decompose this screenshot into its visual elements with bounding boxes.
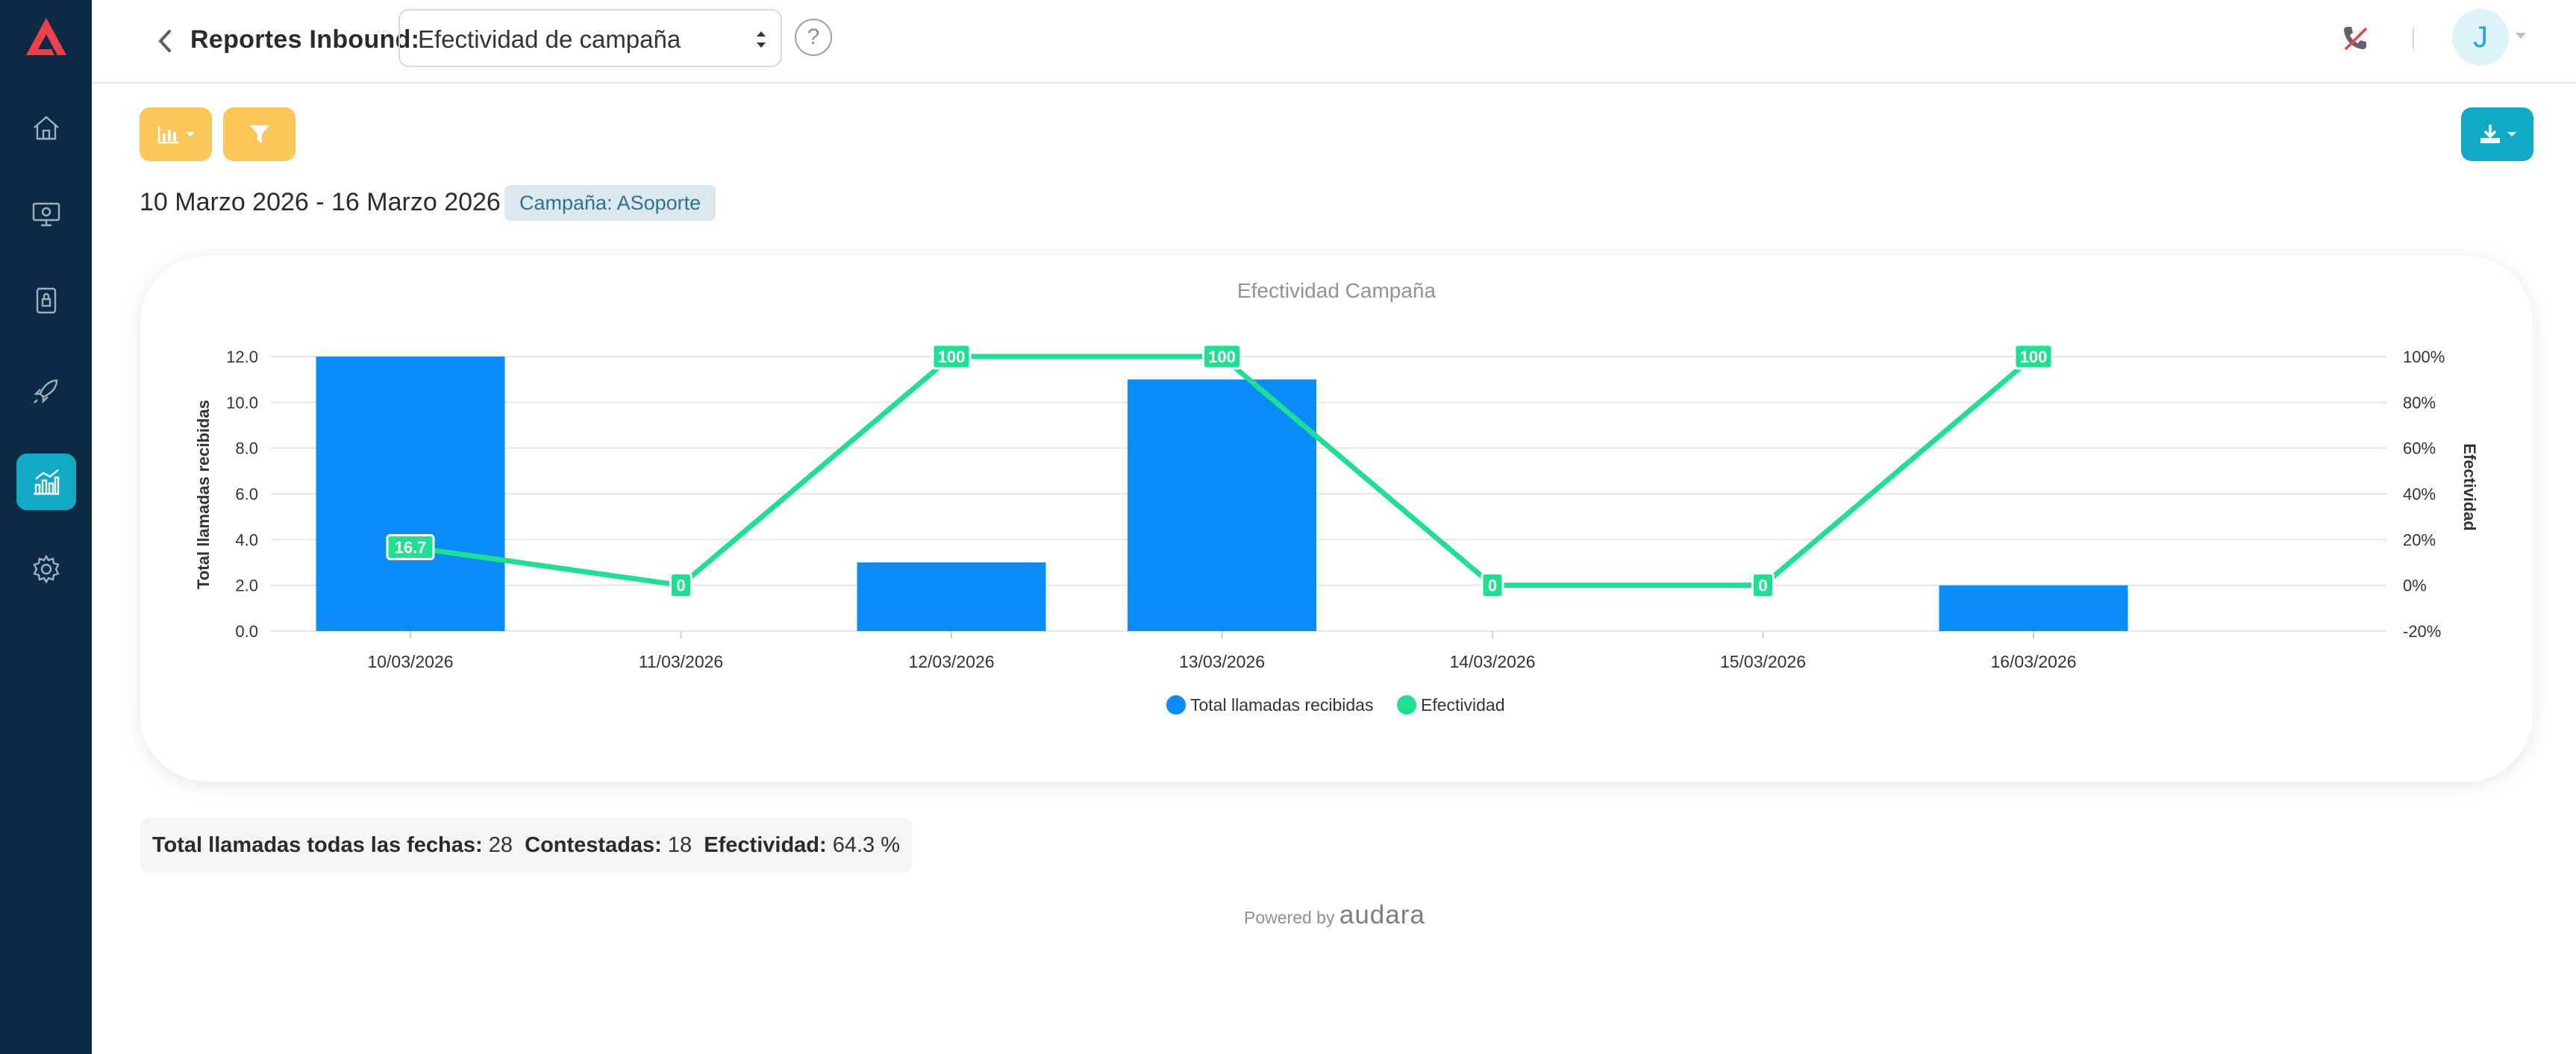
y-right-tick-label: 20% [2403, 530, 2436, 549]
chart-title: Efectividad Campaña [1237, 279, 1437, 302]
effectiveness-value: 64.3 % [832, 833, 901, 857]
bar [1939, 585, 2128, 631]
top-bar: Reportes Inbound: Efectividad de campaña… [92, 0, 2576, 84]
legend-marker [1166, 695, 1186, 715]
data-label-box [669, 572, 693, 599]
data-label: 100 [938, 348, 966, 366]
powered-by: Powered by audara [1244, 900, 1425, 930]
x-tick-label: 13/03/2026 [1179, 652, 1265, 671]
y-right-tick-label: 80% [2403, 393, 2436, 412]
avatar-chevron-down-icon[interactable] [2516, 33, 2526, 39]
monitor-icon [32, 202, 60, 227]
data-label: 100 [1208, 348, 1236, 366]
effectiveness-label: Efectividad: [704, 833, 827, 857]
sidebar-item-rocket[interactable] [16, 363, 76, 419]
y-tick-label: 12.0 [226, 348, 258, 366]
filter-button[interactable] [223, 107, 296, 161]
bar [1128, 379, 1316, 631]
bar [316, 357, 505, 631]
x-tick-label: 11/03/2026 [639, 652, 723, 671]
y-right-tick-label: 100% [2403, 348, 2445, 366]
campaign-badge: Campaña: ASoporte [504, 185, 716, 221]
legend-marker [1397, 695, 1416, 715]
y-tick-label: 2.0 [235, 577, 258, 595]
user-avatar[interactable]: J [2452, 9, 2509, 66]
data-label: 16.7 [395, 538, 427, 556]
answered-value: 18 [667, 833, 693, 857]
x-tick-label: 16/03/2026 [1990, 652, 2076, 671]
data-label: 100 [2020, 348, 2048, 366]
y-axis-label: Total llamadas recibidas [194, 400, 213, 589]
export-button[interactable] [2461, 107, 2533, 161]
y-right-tick-label: 0% [2403, 577, 2427, 595]
x-tick-label: 12/03/2026 [908, 652, 994, 671]
sidebar-item-home[interactable] [16, 99, 76, 156]
date-range: 10 Marzo 2026 - 16 Marzo 2026 [140, 188, 501, 216]
download-icon [2480, 125, 2500, 143]
help-button[interactable]: ? [795, 19, 832, 56]
bar-chart-icon [157, 126, 179, 144]
brand-logo-text: audara [1339, 900, 1425, 929]
select-caret-icon [757, 31, 766, 48]
total-calls-value: 28 [488, 833, 513, 857]
y-tick-label: 6.0 [235, 485, 258, 504]
chevron-down-icon [185, 132, 195, 137]
y-tick-label: 0.0 [235, 622, 258, 641]
sidebar-item-monitor[interactable] [16, 186, 76, 242]
bar [857, 562, 1046, 631]
topbar-divider [2413, 28, 2414, 49]
data-label-box [386, 533, 435, 560]
app-logo[interactable] [25, 16, 68, 58]
data-label: 0 [1758, 577, 1767, 595]
x-tick-label: 14/03/2026 [1449, 652, 1535, 671]
gear-icon [33, 554, 60, 584]
data-label-box [1481, 572, 1504, 599]
y-tick-label: 4.0 [235, 530, 258, 549]
y-tick-label: 10.0 [226, 393, 258, 412]
y-tick-label: 8.0 [235, 439, 258, 458]
data-label-box [1202, 343, 1242, 370]
phone-disabled-icon[interactable] [2339, 22, 2371, 54]
back-chevron-icon[interactable] [150, 22, 180, 60]
reports-chart-icon [34, 469, 60, 495]
sidebar-item-archive[interactable] [16, 272, 76, 329]
y-right-tick-label: 60% [2403, 439, 2436, 458]
effectiveness-chart: Efectividad Campaña 0.0 2.0 4.0 6.0 8.0 10.0 12… [194, 279, 2479, 715]
rocket-icon [34, 379, 58, 404]
report-select-value: Efectividad de campaña [418, 25, 681, 53]
x-tick-label: 15/03/2026 [1720, 652, 1806, 671]
y-right-tick-label: 40% [2403, 485, 2436, 504]
archive-icon [36, 287, 57, 314]
home-icon [34, 116, 59, 140]
powered-by-text: Powered by [1244, 908, 1335, 927]
data-label-box [1751, 572, 1775, 599]
answered-label: Contestadas: [525, 833, 662, 857]
legend-label: Efectividad [1421, 695, 1505, 715]
total-calls-label: Total llamadas todas las fechas: [152, 833, 483, 857]
chevron-down-icon [2507, 132, 2516, 137]
data-label-box [2013, 343, 2054, 370]
x-tick-label: 10/03/2026 [367, 652, 453, 671]
sidebar-item-settings[interactable] [16, 541, 76, 597]
report-select[interactable]: Efectividad de campaña [398, 9, 782, 67]
sidebar-item-reports[interactable] [16, 454, 76, 510]
data-label: 0 [1488, 577, 1497, 595]
page-title: Reportes Inbound: [190, 25, 420, 54]
summary-bar: Total llamadas todas las fechas: 28 Cont… [140, 818, 913, 873]
sidebar [0, 0, 92, 1054]
filter-icon [249, 125, 269, 143]
legend-label: Total llamadas recibidas [1190, 695, 1373, 715]
y-right-tick-label: -20% [2403, 622, 2441, 641]
chart-card: Efectividad Campaña 0.0 2.0 4.0 6.0 8.0 10.0 12… [140, 256, 2533, 782]
y-right-axis-label: Efectividad [2460, 443, 2479, 530]
data-label: 0 [676, 577, 685, 595]
chart-type-button[interactable] [140, 107, 212, 161]
data-label-box [931, 343, 972, 370]
